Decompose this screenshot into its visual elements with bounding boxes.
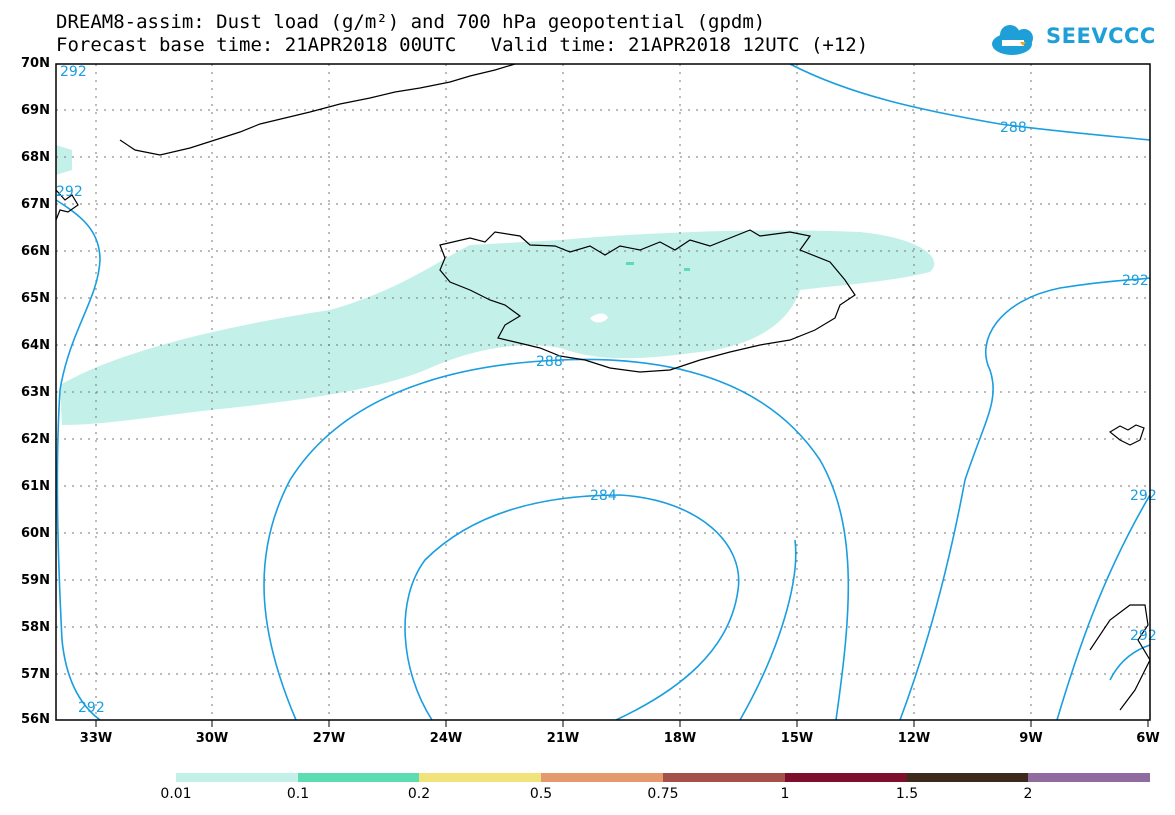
greenland-west-coast (55, 189, 79, 221)
colorbar-swatch (298, 773, 419, 782)
contour-label: 284 (590, 488, 617, 504)
colorbar-swatch (663, 773, 785, 782)
contour-labels: 288 292 288 284 292 292 292 292 292 (56, 64, 1157, 716)
map-frame (55, 63, 1151, 721)
axis-ticks (95, 720, 1149, 727)
coastlines (55, 63, 1151, 711)
colorbar-label: 1.5 (895, 786, 919, 802)
colorbar-label: 0.75 (647, 786, 679, 802)
contour-label: 292 (56, 184, 83, 200)
lat-label: 67N (21, 197, 50, 212)
faroe-coast (1108, 424, 1145, 446)
dust-plume-area (60, 230, 935, 425)
map-title: DREAM8-assim: Dust load (g/m²) and 700 h… (56, 11, 766, 33)
lat-label: 60N (21, 526, 50, 541)
contour-label: 288 (536, 354, 563, 370)
colorbar-label: 0.5 (529, 786, 553, 802)
lat-label: 61N (21, 479, 50, 494)
lon-label: 21W (546, 731, 580, 746)
lat-label: 58N (21, 620, 50, 635)
lon-label: 9W (1019, 731, 1043, 746)
contour-label: 292 (78, 700, 105, 716)
greenland-coast (119, 63, 516, 156)
colorbar-swatch (541, 773, 663, 782)
seevccc-logo (992, 25, 1033, 55)
colorbar-swatch (176, 773, 298, 782)
lon-label: 6W (1136, 731, 1160, 746)
geopotential-contours (55, 63, 1151, 721)
grid-lines (56, 64, 1150, 720)
scotland-coast (1089, 604, 1151, 711)
colorbar-swatch (785, 773, 907, 782)
lat-label: 56N (21, 712, 50, 727)
colorbar-label: 1 (780, 786, 790, 802)
contour-label: 292 (1130, 488, 1157, 504)
contour-label: 292 (1130, 628, 1157, 644)
lat-label: 70N (21, 56, 50, 71)
colorbar-swatch (1028, 773, 1150, 782)
lat-label: 65N (21, 291, 50, 306)
colorbar-label: 0.01 (160, 786, 192, 802)
lat-label: 63N (21, 385, 50, 400)
colorbar-label: 2 (1023, 786, 1033, 802)
lon-label: 18W (663, 731, 697, 746)
lat-label: 69N (21, 103, 50, 118)
colorbar-label: 0.2 (407, 786, 431, 802)
contour-label: 292 (1122, 273, 1149, 289)
lat-label: 64N (21, 338, 50, 353)
colorbar-swatch (419, 773, 541, 782)
lat-label: 59N (21, 573, 50, 588)
dust-gap (590, 313, 608, 323)
lon-label: 30W (195, 731, 229, 746)
dust-region-left-edge (56, 145, 72, 175)
lat-label: 57N (21, 667, 50, 682)
lon-label: 33W (79, 731, 113, 746)
lat-label: 68N (21, 150, 50, 165)
lon-label: 15W (780, 731, 814, 746)
cloud-icon (992, 25, 1033, 55)
colorbar (176, 773, 1150, 782)
lon-label: 24W (429, 731, 463, 746)
iceland-coast (439, 229, 856, 373)
lat-label: 62N (21, 432, 50, 447)
dust-speck (626, 262, 634, 265)
lat-label: 66N (21, 244, 50, 259)
colorbar-label: 0.1 (286, 786, 310, 802)
lon-label: 12W (897, 731, 931, 746)
logo-text: SEEVCCC (1046, 24, 1156, 48)
contour-label: 288 (1000, 120, 1027, 136)
lon-label: 27W (312, 731, 346, 746)
dust-speck (684, 268, 690, 271)
contour-label: 292 (60, 64, 87, 80)
forecast-time-line: Forecast base time: 21APR2018 00UTC Vali… (56, 34, 869, 56)
colorbar-swatch (907, 773, 1028, 782)
